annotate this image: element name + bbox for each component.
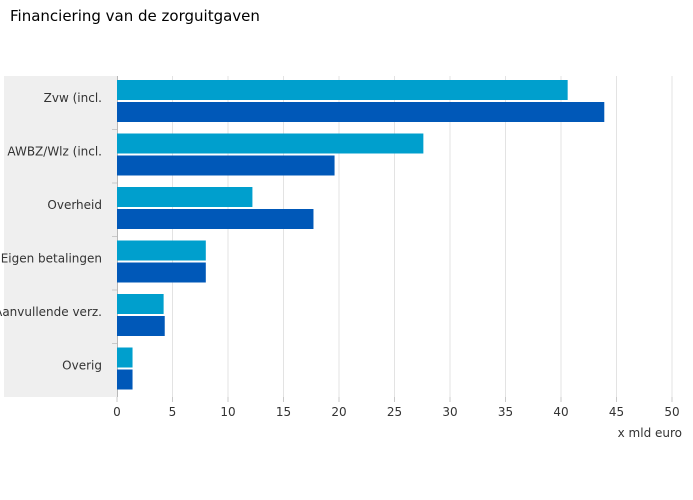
bar-2[interactable] bbox=[117, 369, 133, 390]
bar-1[interactable] bbox=[117, 294, 164, 314]
x-tick-label: 40 bbox=[553, 405, 568, 419]
category-label: Overheid bbox=[47, 198, 102, 212]
bar-2[interactable] bbox=[117, 209, 314, 229]
bar-1[interactable] bbox=[117, 187, 253, 207]
bar-1[interactable] bbox=[117, 347, 133, 368]
x-tick-label: 5 bbox=[169, 405, 177, 419]
category-label: Zvw (incl. bbox=[44, 91, 102, 105]
x-tick-label: 30 bbox=[442, 405, 457, 419]
x-tick-label: 10 bbox=[220, 405, 235, 419]
category-panel bbox=[4, 76, 117, 397]
category-label: AWBZ/Wlz (incl. bbox=[7, 144, 102, 158]
x-tick-label: 45 bbox=[609, 405, 624, 419]
x-tick-label: 25 bbox=[387, 405, 402, 419]
bar-2[interactable] bbox=[117, 316, 165, 336]
category-label: Overig bbox=[62, 358, 102, 372]
bar-1[interactable] bbox=[117, 133, 424, 154]
x-tick-label: 20 bbox=[331, 405, 346, 419]
category-label: Aanvullende verz. bbox=[0, 305, 102, 319]
bar-2[interactable] bbox=[117, 102, 605, 122]
category-label: Eigen betalingen bbox=[1, 251, 102, 265]
bar-2[interactable] bbox=[117, 262, 206, 283]
x-tick-label: 50 bbox=[664, 405, 679, 419]
chart-title: Financiering van de zorguitgaven bbox=[10, 7, 260, 25]
x-tick-label: 0 bbox=[113, 405, 121, 419]
bar-1[interactable] bbox=[117, 240, 206, 261]
x-tick-label: 35 bbox=[498, 405, 513, 419]
bar-1[interactable] bbox=[117, 80, 568, 100]
x-axis-label: x mld euro bbox=[618, 426, 682, 440]
x-tick-label: 15 bbox=[276, 405, 291, 419]
bar-2[interactable] bbox=[117, 155, 335, 176]
